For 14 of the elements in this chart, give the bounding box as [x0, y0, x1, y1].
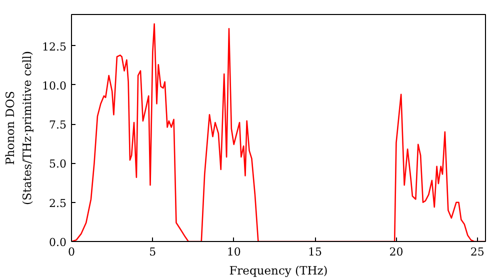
y-tick-label: 2.5 — [49, 196, 67, 210]
x-tick-label: 5 — [149, 246, 156, 258]
y-tick-label: 7.5 — [49, 118, 67, 132]
y-tick-label: 12.5 — [42, 40, 67, 54]
x-tick-label: 10 — [226, 246, 241, 258]
y-axis-title: Phonon DOS (States/THz·primitive cell) — [3, 51, 34, 205]
y-tick-label: 10.0 — [42, 79, 67, 92]
x-tick-label: 15 — [308, 246, 322, 258]
x-tick-label: 25 — [470, 246, 484, 258]
x-tick-label: 20 — [389, 246, 404, 258]
y-tick-label: 0.0 — [49, 236, 67, 249]
x-tick-label: 0 — [68, 246, 75, 258]
y-tick-label: 5.0 — [49, 158, 67, 171]
x-axis-title: Frequency (THz) — [229, 264, 328, 278]
